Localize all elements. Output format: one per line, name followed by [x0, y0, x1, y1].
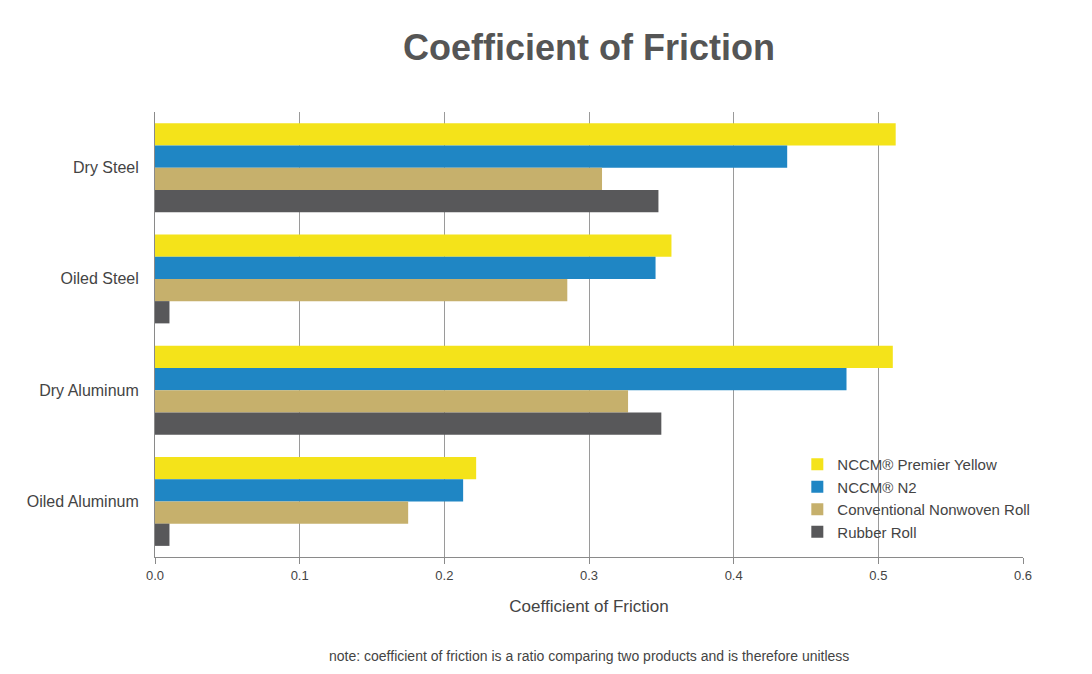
svg-text:0.0: 0.0	[146, 568, 164, 583]
svg-text:0.6: 0.6	[1014, 568, 1032, 583]
svg-text:Rubber Roll: Rubber Roll	[837, 524, 916, 541]
svg-text:Coefficient of Friction: Coefficient of Friction	[403, 27, 775, 68]
svg-text:note: coefficient of friction: note: coefficient of friction is a ratio…	[329, 648, 849, 664]
svg-text:0.3: 0.3	[580, 568, 598, 583]
svg-text:Coefficient of Friction: Coefficient of Friction	[509, 597, 668, 616]
svg-text:0.1: 0.1	[291, 568, 309, 583]
svg-text:Conventional Nonwoven Roll: Conventional Nonwoven Roll	[837, 501, 1030, 518]
svg-text:Dry Aluminum: Dry Aluminum	[39, 382, 139, 399]
svg-text:NCCM® N2: NCCM® N2	[837, 479, 916, 496]
svg-text:NCCM® Premier Yellow: NCCM® Premier Yellow	[837, 456, 997, 473]
svg-text:0.2: 0.2	[435, 568, 453, 583]
svg-text:Dry Steel: Dry Steel	[73, 159, 139, 176]
svg-text:Oiled Steel: Oiled Steel	[61, 270, 139, 287]
svg-text:0.4: 0.4	[725, 568, 743, 583]
svg-text:0.5: 0.5	[869, 568, 887, 583]
svg-text:Oiled Aluminum: Oiled Aluminum	[27, 493, 139, 510]
